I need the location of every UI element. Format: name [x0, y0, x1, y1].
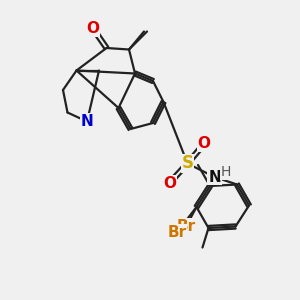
Text: O: O — [163, 176, 176, 190]
Text: N: N — [208, 169, 221, 184]
Text: O: O — [86, 21, 100, 36]
Text: O: O — [197, 136, 211, 152]
Text: Br: Br — [167, 225, 187, 240]
Text: S: S — [182, 154, 194, 172]
Text: H: H — [221, 166, 231, 179]
Text: N: N — [81, 114, 93, 129]
Text: Br: Br — [176, 219, 196, 234]
